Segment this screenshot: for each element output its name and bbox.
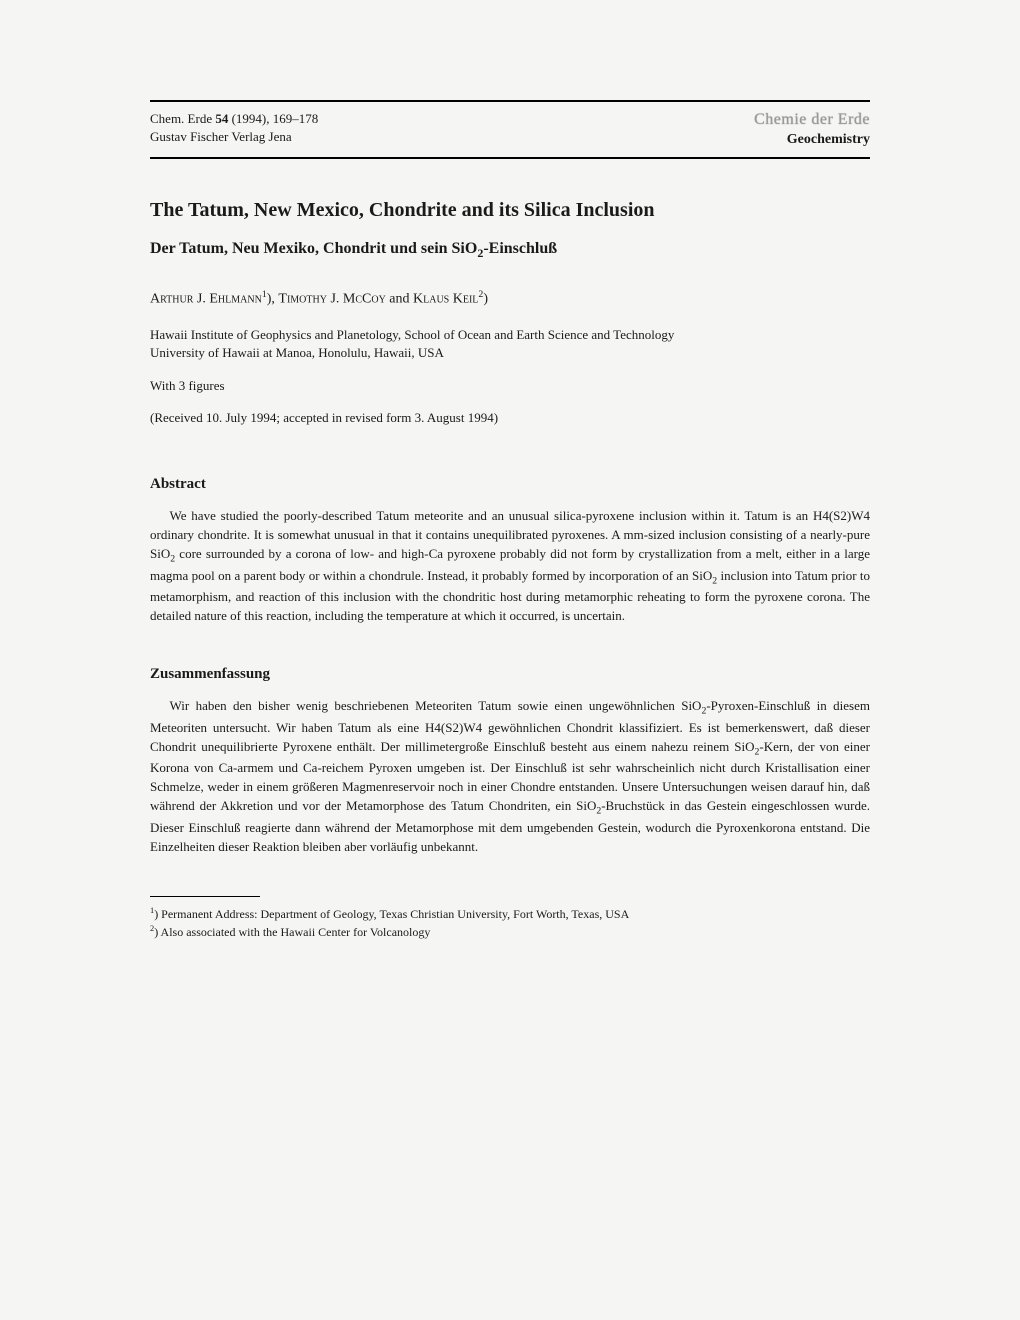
affiliation-line2: University of Hawaii at Manoa, Honolulu,… <box>150 345 444 360</box>
affiliation: Hawaii Institute of Geophysics and Plane… <box>150 326 870 362</box>
citation-post: (1994), 169–178 <box>228 111 318 126</box>
received-dates: (Received 10. July 1994; accepted in rev… <box>150 410 870 426</box>
citation-pre: Chem. Erde <box>150 111 215 126</box>
footnote-2: 2) Also associated with the Hawaii Cente… <box>150 923 870 941</box>
header-journal: Chemie der Erde Geochemistry <box>754 110 870 149</box>
header-row: Chem. Erde 54 (1994), 169–178 Gustav Fis… <box>150 110 870 149</box>
author2-first: Timothy <box>278 292 327 307</box>
sep1: ), <box>267 292 279 307</box>
article-title-german: Der Tatum, Neu Mexiko, Chondrit und sein… <box>150 240 870 261</box>
author3-first: Klaus <box>413 292 449 307</box>
footnote1-text: ) Permanent Address: Department of Geolo… <box>154 907 629 921</box>
zus-a: Wir haben den bisher wenig beschriebenen… <box>170 698 702 713</box>
abstract-heading: Abstract <box>150 476 870 493</box>
citation-volume: 54 <box>215 111 228 126</box>
zusammenfassung-heading: Zusammenfassung <box>150 666 870 683</box>
title-de-post: -Einschluß <box>483 240 557 257</box>
abstract-body: We have studied the poorly-described Tat… <box>150 507 870 626</box>
authors-line: Arthur J. Ehlmann1), Timothy J. McCoy an… <box>150 289 870 308</box>
title-de-pre: Der Tatum, Neu Mexiko, Chondrit und sein… <box>150 240 477 257</box>
journal-name-solid: Geochemistry <box>754 131 870 149</box>
figures-note: With 3 figures <box>150 378 870 394</box>
top-rule <box>150 100 870 102</box>
journal-name-outline: Chemie der Erde <box>754 110 870 131</box>
author1-first: Arthur <box>150 292 193 307</box>
author3-last: Keil <box>453 292 479 307</box>
author2-last: McCoy <box>343 292 386 307</box>
citation-line2: Gustav Fischer Verlag Jena <box>150 128 318 146</box>
mid-rule <box>150 157 870 159</box>
footnote-1: 1) Permanent Address: Department of Geol… <box>150 905 870 923</box>
article-title-english: The Tatum, New Mexico, Chondrite and its… <box>150 199 870 222</box>
footnote2-text: ) Also associated with the Hawaii Center… <box>154 925 430 939</box>
affiliation-line1: Hawaii Institute of Geophysics and Plane… <box>150 327 674 342</box>
citation-line1: Chem. Erde 54 (1994), 169–178 <box>150 110 318 128</box>
author2-initial: J. <box>327 292 343 307</box>
footnote-rule <box>150 896 260 897</box>
sep2: and <box>386 292 413 307</box>
header-citation: Chem. Erde 54 (1994), 169–178 Gustav Fis… <box>150 110 318 146</box>
zusammenfassung-body: Wir haben den bisher wenig beschriebenen… <box>150 697 870 856</box>
author1-last: Ehlmann <box>209 292 261 307</box>
author1-initial: J. <box>193 292 209 307</box>
author3-close: ) <box>483 292 488 307</box>
